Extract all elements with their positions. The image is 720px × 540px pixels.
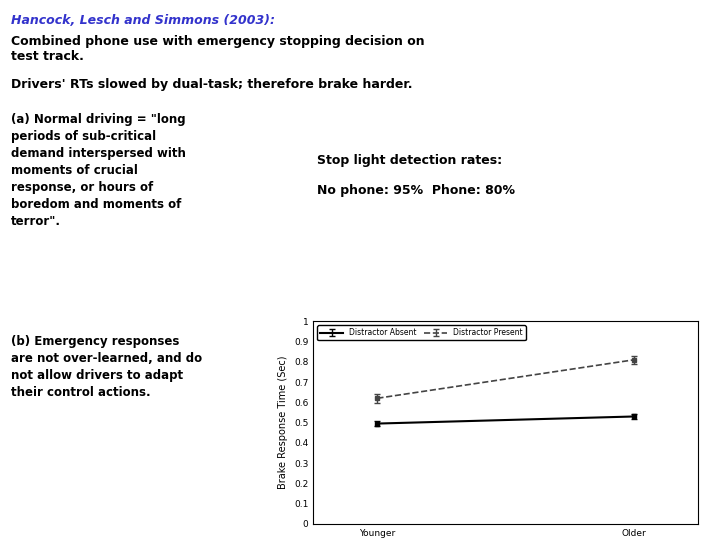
Y-axis label: Brake Response Time (Sec): Brake Response Time (Sec) [279,356,289,489]
Text: Hancock, Lesch and Simmons (2003):: Hancock, Lesch and Simmons (2003): [11,14,275,26]
Text: No phone: 95%  Phone: 80%: No phone: 95% Phone: 80% [317,184,515,197]
Legend: Distractor Absent, Distractor Present: Distractor Absent, Distractor Present [317,325,526,340]
Text: Combined phone use with emergency stopping decision on
test track.: Combined phone use with emergency stoppi… [11,35,424,63]
Text: (b) Emergency responses
are not over-learned, and do
not allow drivers to adapt
: (b) Emergency responses are not over-lea… [11,335,202,399]
Text: (a) Normal driving = "long
periods of sub-critical
demand interspersed with
mome: (a) Normal driving = "long periods of su… [11,113,186,228]
Text: Drivers' RTs slowed by dual-task; therefore brake harder.: Drivers' RTs slowed by dual-task; theref… [11,78,413,91]
Text: Stop light detection rates:: Stop light detection rates: [317,154,502,167]
